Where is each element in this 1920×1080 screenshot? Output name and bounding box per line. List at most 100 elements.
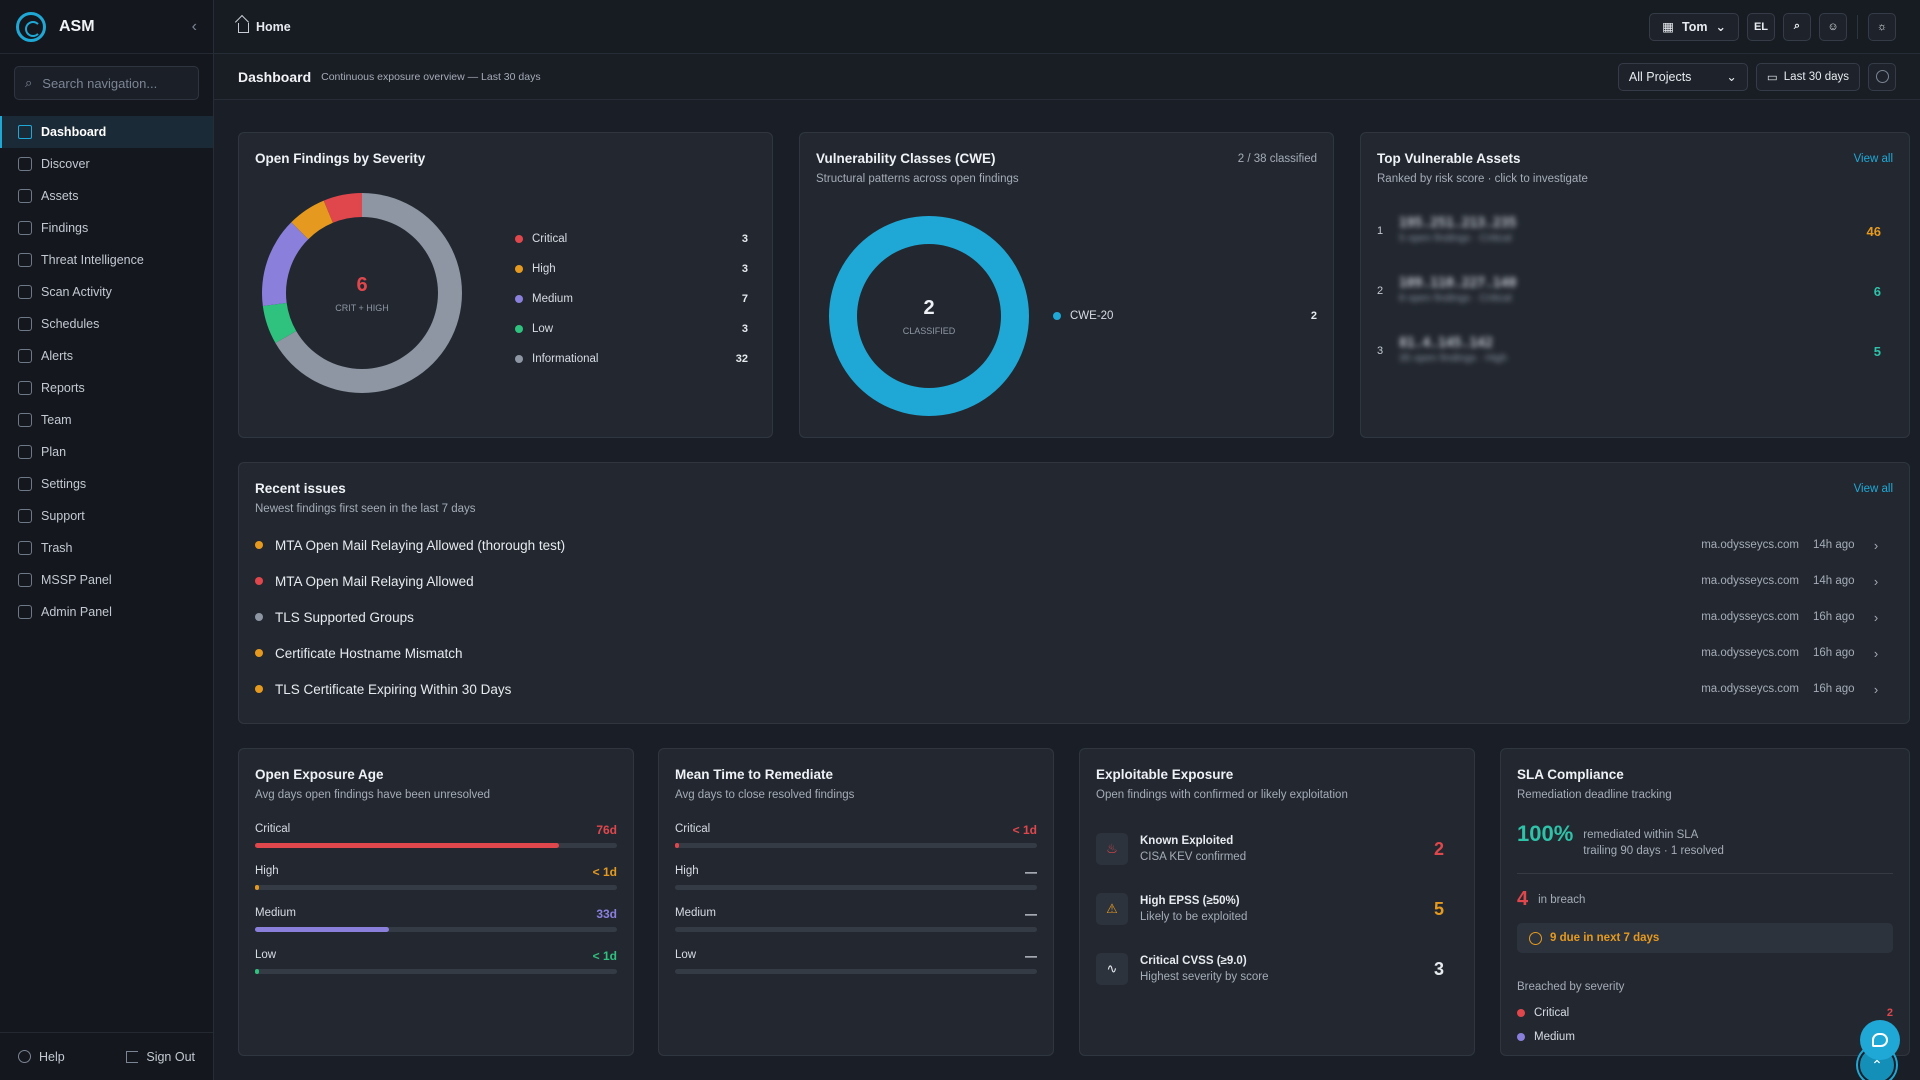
profile-button[interactable]: ☺ [1819,12,1847,41]
exploitable-row[interactable]: ∿ Critical CVSS (≥9.0) Highest severity by… [1096,947,1444,991]
severity-slice-critical[interactable] [323,193,362,223]
severity-label: High [532,263,556,275]
sidebar-item-settings[interactable]: Settings [0,468,213,500]
severity-card: Open Findings by Severity 6 CRIT + HIGH … [238,132,773,438]
chevron-right-icon: › [1873,681,1879,697]
search-navigation-input[interactable] [42,75,193,91]
chevron-down-icon: ⌄ [1715,20,1726,34]
sign-out-button[interactable]: Sign Out [126,1050,195,1064]
sidebar-footer: Help Sign Out [0,1032,213,1080]
metric-fill-bar [255,927,389,932]
exploitable-desc: Likely to be exploited [1140,911,1248,923]
building-icon: ▦ [1662,20,1675,34]
issue-row[interactable]: MTA Open Mail Relaying Allowed (thorough… [255,527,1881,563]
sidebar-item-label: Findings [41,221,89,235]
sidebar-item-schedules[interactable]: Schedules [0,308,213,340]
compass-button[interactable] [1868,62,1896,91]
clock-icon [1529,931,1542,945]
credit-card-icon [18,445,32,459]
date-range-button[interactable]: ▭ Last 30 days [1755,62,1860,91]
sidebar-item-reports[interactable]: Reports [0,372,213,404]
issue-row[interactable]: Certificate Hostname Mismatch ma.odysseyc… [255,635,1881,671]
severity-legend-item[interactable]: Medium 7 [515,289,748,309]
sla-breakdown-item[interactable]: Critical 2 [1517,1003,1893,1023]
severity-legend-item[interactable]: Low 3 [515,319,748,339]
sla-card: SLA Compliance Remediation deadline trac… [1500,748,1910,1056]
exploitable-row[interactable]: ♨ Known Exploited CISA KEV confirmed 2 [1096,827,1444,871]
issue-severity-dot [255,613,263,621]
assets-view-all-link[interactable]: View all [1853,153,1893,165]
issue-host: ma.odysseycs.com [1701,575,1799,587]
sidebar-item-discover[interactable]: Discover [0,148,213,180]
severity-count: 32 [735,353,748,365]
sidebar-item-team[interactable]: Team [0,404,213,436]
sla-due-banner[interactable]: 9 due in next 7 days [1517,923,1893,953]
breadcrumb-home[interactable]: Home [238,20,291,34]
recent-view-all-link[interactable]: View all [1853,483,1893,495]
severity-dot [515,235,523,243]
sla-percent-sub: trailing 90 days · 1 resolved [1583,845,1724,857]
sidebar-item-mssp-panel[interactable]: MSSP Panel [0,564,213,596]
issue-severity-dot [255,685,263,693]
sidebar-item-admin-panel[interactable]: Admin Panel [0,596,213,628]
divider [1517,873,1893,874]
sidebar-item-label: Reports [41,381,85,395]
chat-button[interactable] [1860,1020,1900,1060]
user-initials-button[interactable]: EL [1747,12,1775,41]
sidebar-item-threat-intelligence[interactable]: Threat Intelligence [0,244,213,276]
collapse-sidebar-chevron-icon[interactable]: ‹ [191,17,197,35]
sidebar-item-alerts[interactable]: Alerts [0,340,213,372]
issue-row[interactable]: TLS Certificate Expiring Within 30 Days m… [255,671,1881,707]
sidebar-item-plan[interactable]: Plan [0,436,213,468]
severity-legend-item[interactable]: Informational 32 [515,349,748,369]
asset-row[interactable]: 2 109.110.227.140 8 open findings · Critic… [1377,271,1893,311]
severity-slice-medium[interactable] [262,222,309,307]
help-button[interactable]: Help [18,1050,65,1064]
severity-label: Critical [532,233,568,245]
sidebar-item-findings[interactable]: Findings [0,212,213,244]
app-name: ASM [59,17,95,35]
exploitable-count: 5 [1433,898,1444,919]
issue-severity-dot [255,649,263,657]
asset-row[interactable]: 1 195.251.213.235 5 open findings · Critic… [1377,211,1893,251]
sidebar-item-trash[interactable]: Trash [0,532,213,564]
sidebar-item-scan-activity[interactable]: Scan Activity [0,276,213,308]
metric-track [675,969,1037,974]
severity-legend-item[interactable]: Critical 3 [515,229,748,249]
asset-ip: 81.4.145.142 [1399,336,1493,351]
search-button[interactable]: ⌕ [1783,12,1811,41]
sidebar-item-support[interactable]: Support [0,500,213,532]
cwe-donut-chart: 2 CLASSIFIED [828,216,1029,416]
project-select[interactable]: All Projects ⌄ [1617,62,1748,91]
sidebar-item-assets[interactable]: Assets [0,180,213,212]
metric-track [255,927,617,932]
severity-slice-low[interactable] [262,302,297,343]
user-menu-button[interactable]: ▦ Tom ⌄ [1649,12,1739,41]
asset-risk-score: 5 [1873,343,1881,359]
cwe-legend-item[interactable]: CWE-20 2 [1053,306,1317,326]
issue-row[interactable]: MTA Open Mail Relaying Allowed ma.odyssey… [255,563,1881,599]
exploitable-row[interactable]: ⚠ High EPSS (≥50%) Likely to be exploited 5 [1096,887,1444,931]
metric-value: < 1d [1012,823,1037,837]
metric-row: Critical 76d [255,823,617,857]
severity-legend-item[interactable]: High 3 [515,259,748,279]
sla-breakdown-title: Breached by severity [1517,981,1625,993]
sla-breakdown-item[interactable]: Medium [1517,1027,1893,1047]
asset-row[interactable]: 3 81.4.145.142 35 open findings · High 5 [1377,331,1893,371]
chevron-right-icon: › [1873,645,1879,661]
sidebar-item-label: Plan [41,445,67,459]
severity-label: Informational [532,353,599,365]
sidebar-item-label: Scan Activity [41,285,112,299]
sla-breach: 4 in breach [1517,888,1585,911]
severity-dot [515,325,523,333]
issue-row[interactable]: TLS Supported Groups ma.odysseycs.com 16h … [255,599,1881,635]
metric-row: Critical < 1d [675,823,1037,857]
sidebar-item-dashboard[interactable]: Dashboard [0,116,213,148]
theme-toggle-button[interactable]: ☼ [1868,12,1896,41]
topbar: Home ▦ Tom ⌄ EL ⌕ ☺ ☼ [214,0,1920,54]
breadcrumb-home-label: Home [256,19,291,34]
severity-slice-high[interactable] [291,200,333,240]
issue-time: 14h ago [1813,539,1855,551]
sidebar-item-label: Schedules [41,317,100,331]
help-icon [18,1050,31,1063]
